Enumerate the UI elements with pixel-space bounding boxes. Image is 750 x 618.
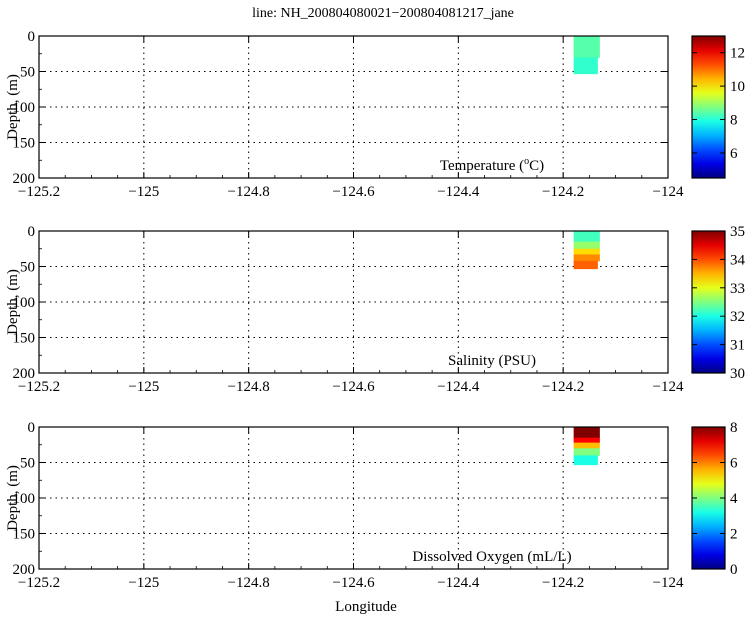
colorbar-tick-label: 8 (730, 113, 738, 129)
x-tick-label: −124 (653, 184, 684, 200)
data-cell (573, 260, 598, 270)
figure-title: line: NH_200804080021−200804081217_jane (252, 6, 514, 21)
colorbar-tick-label: 8 (730, 420, 738, 436)
data-cell (573, 448, 600, 456)
y-tick-label: 0 (28, 29, 36, 45)
data-cell (573, 254, 600, 262)
y-axis-label: Depth, (m) (5, 269, 21, 335)
colorbar-tick-label: 6 (730, 146, 738, 162)
data-cell (573, 427, 600, 439)
x-tick-label: −124 (653, 379, 684, 395)
panel-annotation-part: C) (529, 158, 544, 174)
y-tick-label: 200 (13, 171, 36, 187)
colorbar (691, 230, 726, 374)
x-tick-label: −124.6 (332, 184, 375, 200)
x-tick-label: −124.2 (542, 379, 584, 395)
colorbar-tick-label: 30 (730, 366, 745, 382)
colorbar-tick-label: 34 (730, 252, 746, 268)
x-tick-label: −125 (128, 379, 159, 395)
colorbar-tick-label: 12 (730, 46, 745, 62)
y-axis-label: Depth, (m) (5, 465, 21, 531)
y-axis-label: Depth, (m) (5, 74, 21, 140)
y-tick-label: 100 (13, 491, 36, 507)
colorbar (691, 426, 726, 570)
colorbar (691, 35, 726, 179)
y-tick-label: 0 (28, 224, 36, 240)
y-tick-label: 150 (13, 331, 36, 347)
x-tick-label: −125.2 (18, 575, 60, 591)
panel-annotation: Dissolved Oxygen (mL/L) (412, 549, 571, 565)
panel-annotation: Salinity (PSU) (448, 353, 536, 369)
x-tick-label: −124 (653, 575, 684, 591)
y-tick-label: 50 (20, 65, 35, 81)
x-tick-label: −124.2 (542, 184, 584, 200)
x-tick-label: −124.6 (332, 575, 375, 591)
y-tick-label: 50 (20, 456, 35, 472)
data-cell (573, 231, 600, 243)
data-cell (573, 57, 598, 75)
colorbar-tick-label: 35 (730, 224, 745, 240)
y-tick-label: 50 (20, 260, 35, 276)
x-tick-label: −125 (128, 575, 159, 591)
x-tick-label: −125.2 (18, 379, 60, 395)
data-cell (573, 455, 598, 466)
colorbar-tick-label: 4 (730, 491, 738, 507)
x-tick-label: −124.4 (437, 575, 480, 591)
panel-annotation-superscript: o (524, 156, 529, 167)
x-tick-label: −125 (128, 184, 159, 200)
y-tick-label: 200 (13, 366, 36, 382)
panel-annotation-part: Temperature ( (440, 158, 524, 174)
data-cell (573, 437, 600, 444)
data-cell (573, 248, 600, 255)
data-cell (573, 36, 600, 58)
x-tick-label: −124.2 (542, 575, 584, 591)
x-tick-label: −124.8 (228, 575, 270, 591)
panel-temperature: −125.2 −125 −124.8 −124.6 −124.4 −124.2 −124 0 5… (5, 29, 745, 200)
x-axis-label: Longitude (335, 599, 397, 615)
panel-annotation: Temperature (oC) (440, 156, 544, 174)
data-cell (573, 442, 600, 449)
y-tick-label: 100 (13, 100, 36, 116)
y-tick-label: 150 (13, 527, 36, 543)
x-tick-label: −124.4 (437, 379, 480, 395)
x-tick-label: −125.2 (18, 184, 60, 200)
y-tick-label: 200 (13, 562, 36, 578)
panel-oxygen: −125.2 −125 −124.8 −124.6 −124.4 −124.2 −124 0 5… (5, 420, 738, 591)
y-tick-label: 0 (28, 420, 36, 436)
colorbar-tick-label: 10 (730, 79, 745, 95)
x-tick-label: −124.4 (437, 184, 480, 200)
colorbar-tick-label: 32 (730, 309, 745, 325)
colorbar-tick-label: 0 (730, 562, 738, 578)
y-tick-label: 150 (13, 136, 36, 152)
colorbar-tick-label: 6 (730, 456, 738, 472)
colorbar-tick-label: 31 (730, 338, 745, 354)
x-tick-label: −124.8 (228, 379, 270, 395)
y-tick-label: 100 (13, 295, 36, 311)
colorbar-tick-label: 2 (730, 527, 738, 543)
x-tick-label: −124.6 (332, 379, 375, 395)
colorbar-tick-label: 33 (730, 281, 745, 297)
data-cell (573, 241, 600, 250)
panel-salinity: −125.2 −125 −124.8 −124.6 −124.4 −124.2 −124 0 5… (5, 224, 746, 395)
x-tick-label: −124.8 (228, 184, 270, 200)
